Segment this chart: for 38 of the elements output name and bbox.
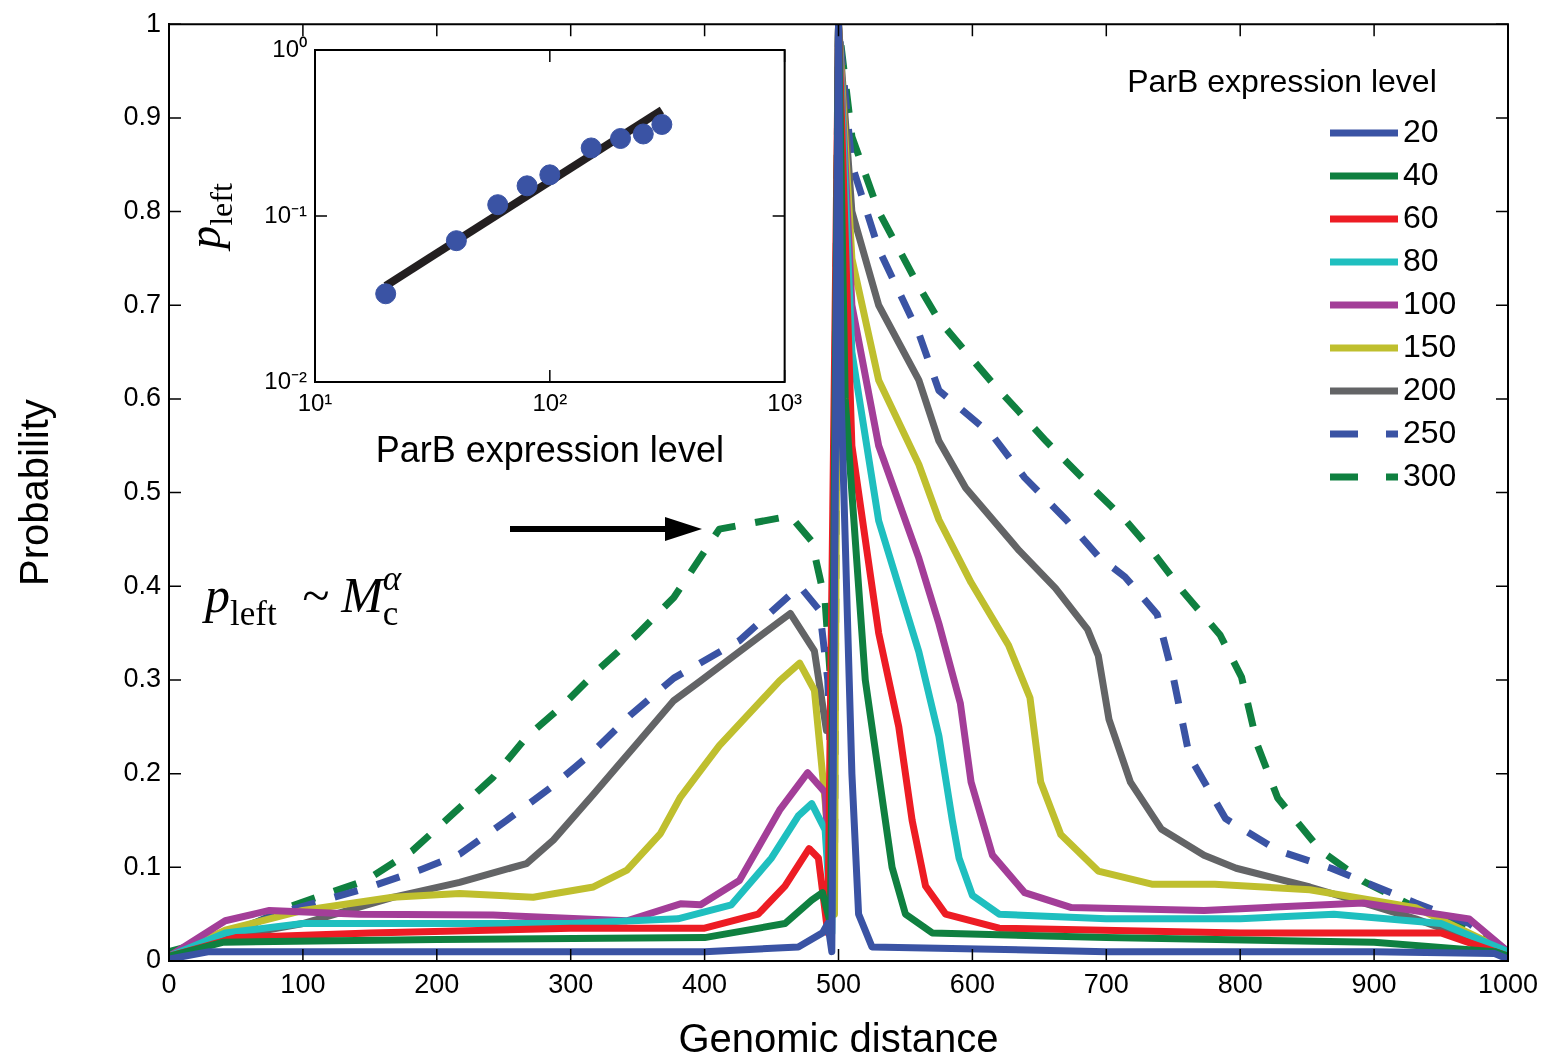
y-tick-label: 1 [145,7,161,38]
y-tick-label: 0.3 [123,663,161,694]
x-tick-label: 10² [532,389,568,417]
legend-label: 80 [1403,241,1439,278]
legend-label: 250 [1403,413,1457,450]
x-tick-label: 300 [548,968,594,999]
x-tick-label: 800 [1217,968,1263,999]
legend-label: 150 [1403,327,1457,364]
legend-label: 40 [1403,155,1439,192]
legend-title: ParB expression level [1127,62,1437,99]
legend-label: 300 [1403,456,1457,493]
y-tick-label: 0 [145,944,161,975]
legend-label: 60 [1403,198,1439,235]
y-tick-label: 0.1 [123,850,161,881]
legend-label: 20 [1403,112,1439,149]
x-tick-label: 200 [414,968,460,999]
x-tick-label: 10³ [767,389,803,417]
legend-label: 100 [1403,284,1457,321]
y-tick-label: 10⁰ [272,34,307,62]
x-tick-label: 100 [280,968,326,999]
y-tick-label: 0.4 [123,569,161,600]
x-axis-title: ParB expression level [375,429,724,470]
x-tick-label: 400 [682,968,728,999]
y-tick-label: 0.2 [123,757,161,788]
y-axis-title: Probability [12,399,56,586]
x-tick-label: 700 [1083,968,1129,999]
x-tick-label: 600 [949,968,995,999]
y-tick-label: 0.8 [123,195,161,226]
x-tick-label: 900 [1351,968,1397,999]
y-tick-label: 0.5 [123,476,161,507]
y-tick-label: 10⁻¹ [264,200,308,228]
y-tick-label: 0.9 [123,101,161,132]
x-axis-title: Genomic distance [678,1016,999,1060]
y-tick-label: 0.6 [123,382,161,413]
y-axis-title: pleft [179,183,239,252]
x-tick-label: 500 [815,968,862,999]
y-tick-label: 0.7 [123,288,161,319]
x-tick-label: 1000 [1477,968,1539,999]
